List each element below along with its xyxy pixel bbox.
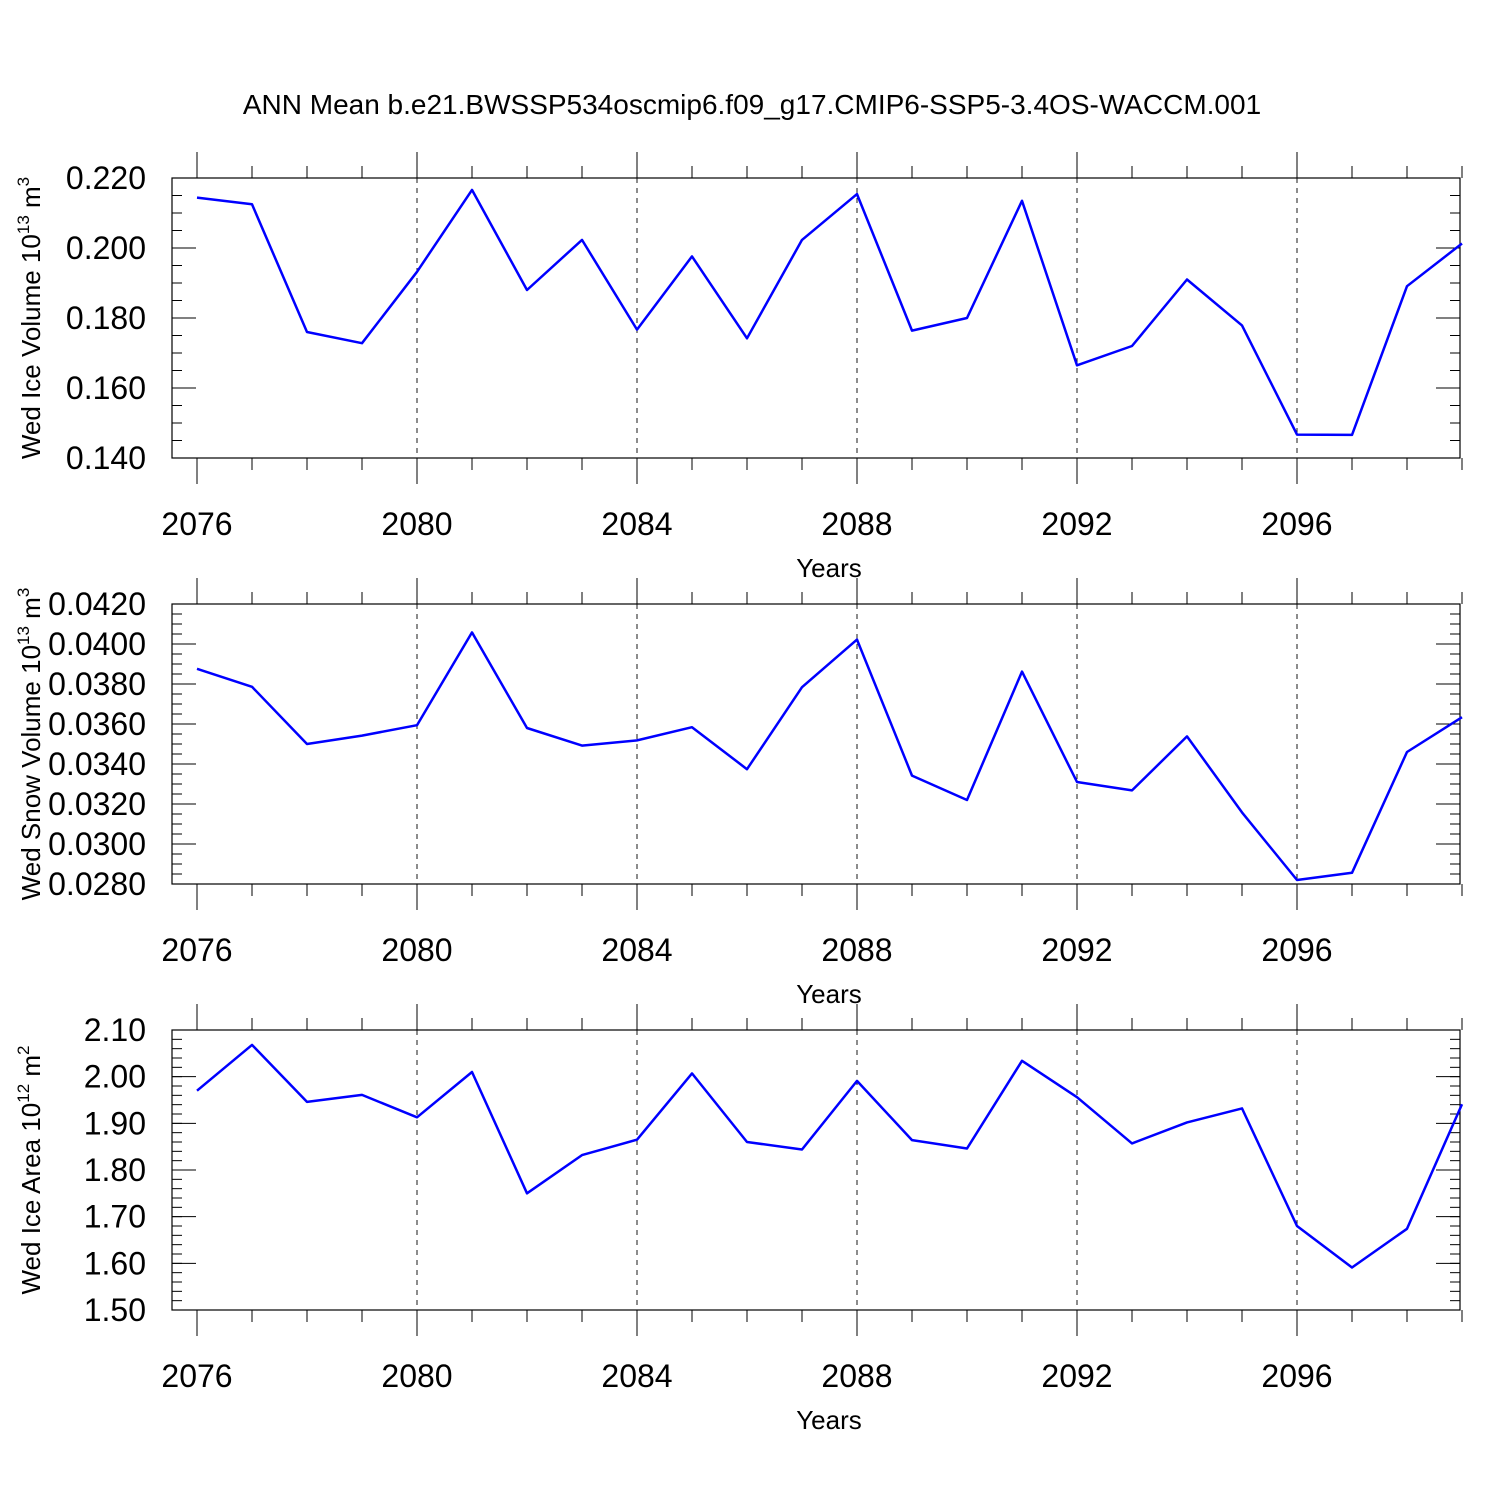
x-axis-label: Years [796, 979, 862, 1009]
chart-title: ANN Mean b.e21.BWSSP534oscmip6.f09_g17.C… [243, 89, 1261, 120]
x-axis-label: Years [796, 1405, 862, 1435]
plot-frame [171, 177, 1461, 459]
y-tick-label: 0.0360 [48, 706, 146, 742]
y-tick-label: 2.00 [84, 1059, 146, 1095]
y-tick-label: 1.60 [84, 1245, 146, 1281]
y-tick-label: 2.10 [84, 1012, 146, 1048]
x-tick-label: 2084 [601, 1358, 672, 1394]
x-tick-label: 2080 [381, 1358, 452, 1394]
panel-3: 1.50 1.60 1.70 1.80 1.90 2.00 2.10 2076 2080 2084… [14, 1004, 1464, 1435]
y-tick-label: 0.200 [66, 230, 146, 266]
y-tick-label: 1.50 [84, 1292, 146, 1328]
y-tick-label: 0.140 [66, 440, 146, 476]
y-tick-label: 0.0380 [48, 666, 146, 702]
y-tick-label: 0.0420 [48, 586, 146, 622]
x-axis-label: Years [796, 553, 862, 583]
series-line [196, 631, 1463, 882]
y-tick-label: 0.0300 [48, 826, 146, 862]
x-tick-label: 2092 [1041, 1358, 1112, 1394]
series-line [196, 188, 1463, 437]
x-tick-label: 2088 [821, 506, 892, 542]
x-tick-label: 2088 [821, 1358, 892, 1394]
x-tick-label: 2076 [161, 932, 232, 968]
y-tick-label: 0.0340 [48, 746, 146, 782]
y-axis-label: Wed Snow Volume 1013 m3 [14, 588, 46, 901]
x-tick-label: 2076 [161, 1358, 232, 1394]
y-tick-label: 1.70 [84, 1199, 146, 1235]
y-tick-label: 0.220 [66, 160, 146, 196]
x-tick-label: 2096 [1261, 932, 1332, 968]
y-tick-label: 0.0280 [48, 866, 146, 902]
series-line [196, 1043, 1464, 1269]
x-tick-label: 2080 [381, 932, 452, 968]
plot-frame [171, 1029, 1461, 1311]
x-tick-label: 2080 [381, 506, 452, 542]
y-axis-label: Wed Ice Volume 1013 m3 [14, 177, 46, 459]
x-tick-label: 2084 [601, 506, 672, 542]
x-tick-label: 2096 [1261, 1358, 1332, 1394]
x-tick-label: 2088 [821, 932, 892, 968]
x-tick-label: 2092 [1041, 506, 1112, 542]
x-tick-label: 2092 [1041, 932, 1112, 968]
panels: 0.140 0.160 0.180 0.200 0.220 2076 2080 2084 208… [14, 152, 1464, 1435]
y-tick-label: 0.180 [66, 300, 146, 336]
y-tick-label: 1.80 [84, 1152, 146, 1188]
panel-2: 0.0280 0.0300 0.0320 0.0340 0.0360 0.0380 0.04… [14, 578, 1463, 1009]
y-tick-label: 1.90 [84, 1105, 146, 1141]
y-tick-label: 0.160 [66, 370, 146, 406]
y-tick-label: 0.0400 [48, 626, 146, 662]
x-tick-label: 2096 [1261, 506, 1332, 542]
panel-1: 0.140 0.160 0.180 0.200 0.220 2076 2080 2084 208… [14, 152, 1463, 583]
x-tick-label: 2076 [161, 506, 232, 542]
y-tick-label: 0.0320 [48, 786, 146, 822]
x-tick-label: 2084 [601, 932, 672, 968]
y-axis-label: Wed Ice Area 1012 m2 [14, 1045, 46, 1294]
